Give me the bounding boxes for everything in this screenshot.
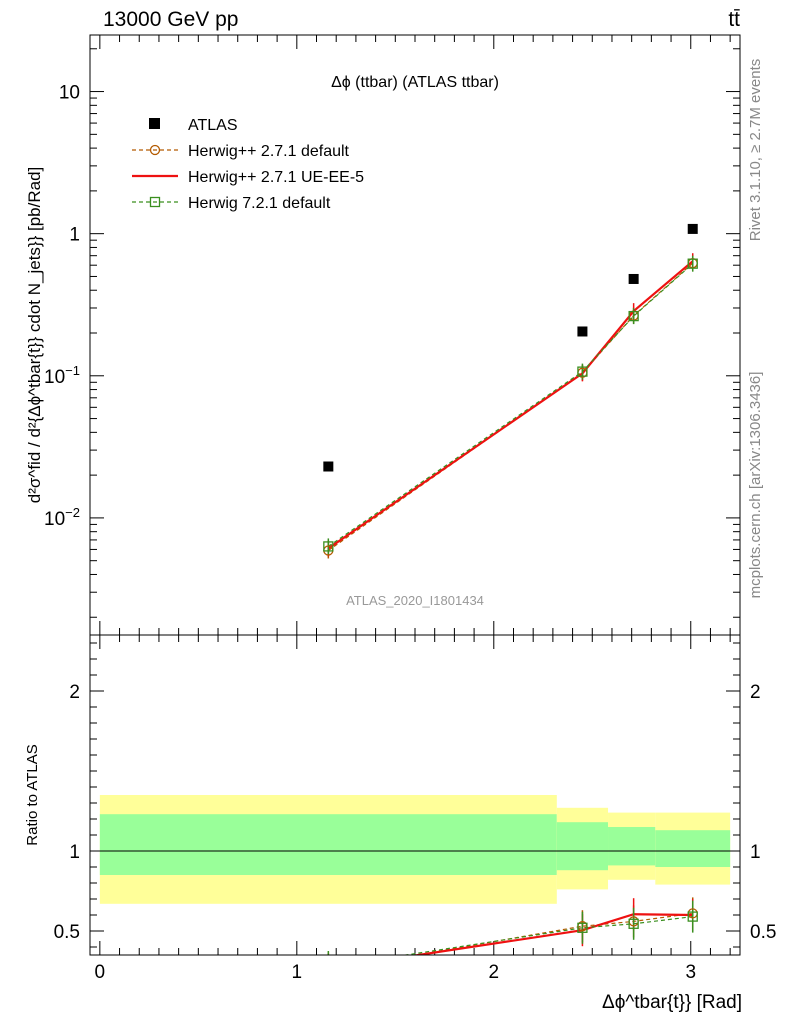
legend-label: Herwig++ 2.7.1 default (188, 143, 350, 160)
data-point-square (323, 541, 334, 552)
ratio-y-tick-label: 0.5 (54, 922, 80, 943)
ratio-y-label-text: Ratio to ATLAS (24, 744, 41, 845)
ratio-series (324, 897, 698, 975)
data-point-square (149, 196, 161, 208)
band-stat-uncertainty (99, 814, 557, 875)
ratio-series-line (410, 913, 693, 955)
data-point-square (687, 258, 698, 269)
ratio-series-line (402, 916, 693, 955)
data-point-square (687, 911, 698, 922)
data-point-atlas (687, 223, 698, 234)
band-stat-uncertainty (608, 827, 656, 866)
x-tick-label: 0 (95, 962, 106, 983)
x-tick-label: 3 (685, 962, 696, 983)
y-tick-label: 10−1 (44, 363, 80, 388)
data-point-circle (324, 966, 333, 975)
main-axis-ticks: 10−2 10−1 1 10 (44, 35, 740, 635)
band-stat-uncertainty (655, 830, 731, 867)
data-point-square (324, 963, 333, 972)
data-point-square (577, 366, 588, 377)
ratio-y-tick-label-right: 1 (750, 842, 761, 863)
mcplots-label: mcplots.cern.ch [arXiv:1306.3436] (747, 372, 764, 599)
main-series (323, 223, 698, 559)
y-tick-label: 1 (69, 225, 80, 246)
ratio-series-line (412, 912, 693, 955)
y-axis-label-text: d²σ^fid / d²{Δϕ^tbar{t}} cdot N_jets}} [… (25, 167, 44, 504)
y-tick-label: 10 (59, 83, 80, 104)
series-line (327, 260, 694, 550)
data-point-circle (149, 144, 161, 156)
data-point-square (577, 922, 588, 933)
ratio-y-tick-label: 1 (69, 842, 80, 863)
rivet-version-label: Rivet 3.1.10, ≥ 2.7M events (747, 59, 764, 242)
main-panel: 10−2 10−1 1 10 Δϕ (ttbar) (ATLAS ttbar) ATL… (44, 34, 741, 636)
data-point-square (628, 310, 639, 322)
analysis-id-label: ATLAS_2020_I1801434 (346, 593, 484, 608)
ratio-y-tick-label: 2 (69, 682, 80, 703)
ratio-series-inner (324, 897, 698, 975)
legend-label: Herwig 7.2.1 default (188, 195, 331, 212)
ratio-y-tick-label-right: 0.5 (750, 922, 776, 943)
legend-label: Herwig++ 2.7.1 UE-EE-5 (188, 169, 364, 186)
ratio-frame (89, 634, 741, 956)
legend-marker-atlas (149, 118, 160, 129)
band-stat-uncertainty (556, 822, 609, 871)
ratio-panel: 0.5 0.5 1 1 2 2 0 1 2 3 (54, 634, 776, 983)
x-axis-label: Δϕ^tbar{t}} [Rad] (602, 992, 742, 1013)
data-point-atlas (628, 273, 639, 284)
series-line (327, 263, 694, 547)
ratio-axis-ticks: 0.5 0.5 1 1 2 2 0 1 2 3 (54, 635, 776, 983)
y-tick-label: 10−2 (44, 505, 80, 530)
ratio-y-axis-label: Ratio to ATLAS (24, 744, 41, 845)
legend-label: ATLAS (188, 117, 238, 134)
legend: ATLAS Herwig++ 2.7.1 default Herwig++ 2.7.… (132, 117, 364, 212)
ratio-uncertainty-bands (90, 795, 740, 904)
x-tick-label: 1 (292, 962, 303, 983)
data-point-atlas (323, 461, 334, 472)
data-point-square (628, 918, 639, 929)
main-y-axis-label: d²σ^fid / d²{Δϕ^tbar{t}} cdot N_jets}} [… (25, 167, 44, 504)
x-tick-label: 2 (488, 962, 499, 983)
process-label: tt̄ (728, 8, 740, 31)
ratio-y-tick-label-right: 2 (750, 682, 761, 703)
energy-label: 13000 GeV pp (103, 8, 238, 31)
chart-title: Δϕ (ttbar) (ATLAS ttbar) (331, 74, 499, 91)
data-point-atlas (577, 326, 588, 337)
